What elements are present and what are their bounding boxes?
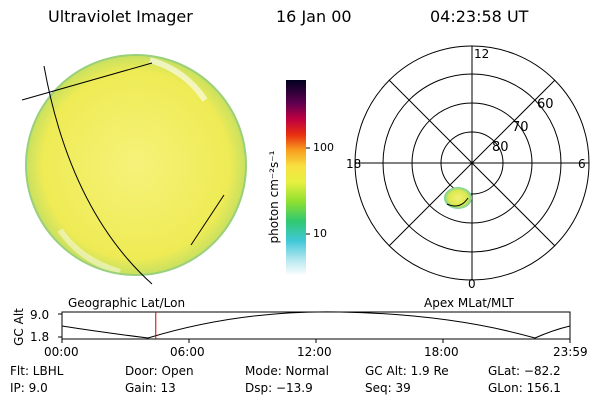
status-seq: Seq: 39 xyxy=(365,381,411,395)
timeline-xtick-0: 00:00 xyxy=(44,345,79,359)
time-label: 04:23:58 UT xyxy=(430,7,529,26)
lon-line-left xyxy=(43,65,153,285)
status-glon: GLon: 156.1 xyxy=(488,381,561,395)
mlt-label-18: 18 xyxy=(346,157,362,171)
status-door: Door: Open xyxy=(125,364,194,378)
status-dsp: Dsp: −13.9 xyxy=(245,381,313,395)
lon-line-right xyxy=(190,194,225,246)
status-gain: Gain: 13 xyxy=(125,381,176,395)
status-mode: Mode: Normal xyxy=(245,364,329,378)
timeline-xtick-3: 18:00 xyxy=(424,345,459,359)
timeline-xtick-4: 23:59 xyxy=(553,345,588,359)
status-flt: Flt: LBHL xyxy=(10,364,64,378)
status-glat: GLat: −82.2 xyxy=(488,364,561,378)
lat-label-70: 70 xyxy=(512,120,529,135)
mlt-label-0: 0 xyxy=(468,277,476,291)
lat-label-80: 80 xyxy=(492,140,509,155)
uv-disk-image xyxy=(21,54,247,285)
lat-label-60: 60 xyxy=(537,97,554,112)
timeline-ytick-high: 9.0 xyxy=(30,308,50,322)
timeline-plot xyxy=(58,311,571,343)
polar-plot xyxy=(354,45,590,281)
timeline-xtick-2: 12:00 xyxy=(297,345,332,359)
mlt-label-6: 6 xyxy=(578,157,586,171)
colorbar-unit-label: photon cm⁻²s⁻¹ xyxy=(267,150,281,244)
lon-line-top xyxy=(21,62,153,101)
timeline-xtick-1: 06:00 xyxy=(170,345,205,359)
colorbar-tick-10: 10 xyxy=(313,227,327,240)
aurora-blob xyxy=(444,187,472,209)
timeline-left-caption: Geographic Lat/Lon xyxy=(68,296,186,310)
status-gc-alt: GC Alt: 1.9 Re xyxy=(365,364,449,378)
instrument-title: Ultraviolet Imager xyxy=(48,7,193,26)
timeline-right-caption: Apex MLat/MLT xyxy=(424,296,514,310)
colorbar-tick-100: 100 xyxy=(313,141,334,154)
mlt-label-12: 12 xyxy=(474,47,490,61)
timeline-axis-title: GC Alt xyxy=(12,308,26,346)
date-label: 16 Jan 00 xyxy=(276,7,352,26)
status-ip: IP: 9.0 xyxy=(10,381,48,395)
color-bar xyxy=(286,80,310,276)
timeline-ytick-low: 1.8 xyxy=(30,330,50,344)
